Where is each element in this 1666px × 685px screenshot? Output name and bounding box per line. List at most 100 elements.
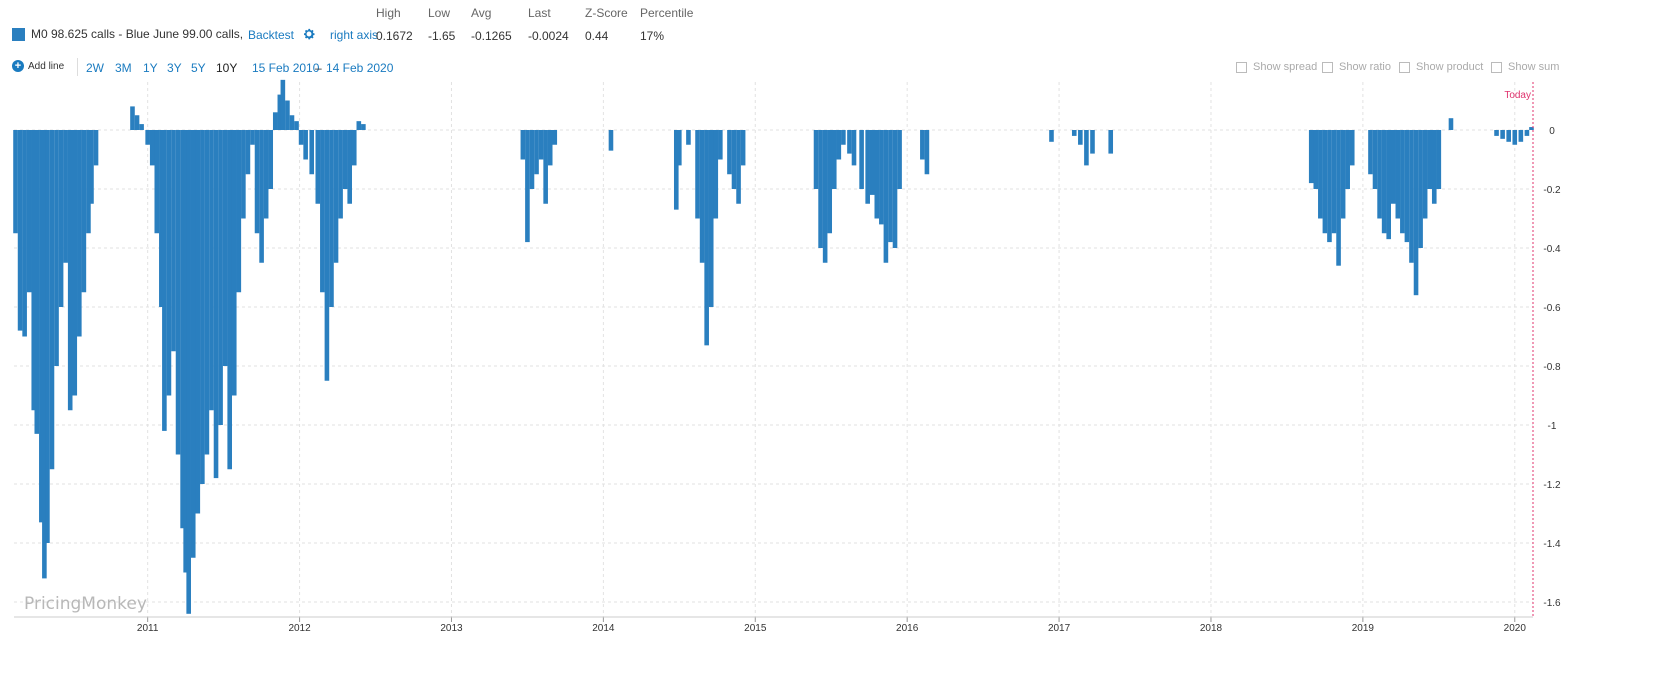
chart-bar bbox=[1381, 130, 1387, 234]
chart-bar bbox=[186, 130, 191, 614]
stat-high-value: 0.1672 bbox=[376, 29, 413, 43]
chart-bar bbox=[713, 130, 719, 219]
backtest-link[interactable]: Backtest bbox=[248, 28, 295, 42]
chart-bar bbox=[1308, 130, 1314, 184]
chart-bar bbox=[851, 130, 857, 166]
chart-bar bbox=[1390, 130, 1396, 204]
chart-bar bbox=[865, 130, 870, 204]
axes: 0 -0.2 -0.4 -0.6 -0.8 -1 -1.2 -1.4 -1.6 2011 2012 2… bbox=[14, 82, 1561, 634]
chart-bar bbox=[72, 130, 78, 396]
chart-bar bbox=[888, 130, 893, 243]
stat-last-value: -0.0024 bbox=[528, 29, 569, 43]
show-product-checkbox[interactable]: Show product bbox=[1399, 61, 1483, 73]
chart-bar bbox=[333, 130, 339, 263]
add-line-button[interactable]: + Add line bbox=[12, 60, 64, 72]
chart-bar bbox=[859, 130, 864, 189]
range-3y[interactable]: 3Y bbox=[167, 61, 182, 75]
show-ratio-checkbox[interactable]: Show ratio bbox=[1322, 61, 1391, 73]
show-spread-checkbox[interactable]: Show spread bbox=[1236, 61, 1317, 73]
chart-bar bbox=[154, 130, 160, 234]
chart-bar bbox=[879, 130, 884, 225]
chart-bar bbox=[1409, 130, 1414, 263]
range-10y[interactable]: 10Y bbox=[216, 61, 238, 75]
chart-bar bbox=[272, 112, 278, 130]
chart-bar bbox=[1336, 130, 1341, 266]
chart-bar bbox=[231, 130, 237, 396]
chart-bar bbox=[54, 130, 59, 366]
chart-bar bbox=[250, 130, 255, 145]
chart-bar bbox=[303, 130, 308, 160]
chart-bar bbox=[294, 121, 299, 130]
chart-bar bbox=[17, 130, 23, 331]
right-axis-link[interactable]: right axis bbox=[330, 28, 379, 42]
chart-bar bbox=[1386, 130, 1391, 240]
chart-bar bbox=[134, 115, 140, 130]
chart-bar bbox=[222, 130, 228, 366]
chart-bar bbox=[1084, 130, 1089, 166]
chart-bar bbox=[342, 130, 348, 189]
chart-bar bbox=[195, 130, 201, 514]
checkbox-icon bbox=[1399, 61, 1410, 73]
series-color-swatch bbox=[12, 27, 25, 41]
range-2w[interactable]: 2W bbox=[86, 61, 104, 75]
chart-bar bbox=[727, 130, 732, 175]
checkbox-icon bbox=[1322, 61, 1333, 73]
chart-bar bbox=[190, 130, 196, 558]
chart-bar bbox=[695, 130, 700, 219]
chart-bar bbox=[718, 130, 723, 160]
chart-bar bbox=[924, 130, 930, 175]
chart-bar bbox=[213, 130, 219, 479]
chart-bar bbox=[227, 130, 232, 470]
date-to[interactable]: 14 Feb 2020 bbox=[326, 61, 394, 75]
stat-percentile-label: Percentile bbox=[640, 6, 694, 20]
toolbar-divider bbox=[77, 58, 78, 76]
chart-toolbar: + Add line 2W 3M 1Y 3Y 5Y 10Y 15 Feb 201… bbox=[0, 56, 1666, 80]
show-sum-checkbox[interactable]: Show sum bbox=[1491, 61, 1559, 73]
x-tick-label: 2020 bbox=[1504, 623, 1527, 634]
date-from[interactable]: 15 Feb 2010 bbox=[252, 61, 320, 75]
stat-last-label: Last bbox=[528, 6, 551, 20]
chart-bar bbox=[841, 130, 846, 145]
chart-bar bbox=[1506, 130, 1511, 142]
chart-bar bbox=[81, 130, 87, 293]
chart-bar bbox=[847, 130, 852, 154]
y-tick-label: -1.6 bbox=[1543, 598, 1561, 609]
chart-bar bbox=[1322, 130, 1328, 234]
y-tick-label: -0.2 bbox=[1543, 185, 1561, 196]
chart-bar bbox=[13, 130, 18, 234]
chart-bar bbox=[89, 130, 94, 204]
chart-bar bbox=[351, 130, 357, 166]
range-5y[interactable]: 5Y bbox=[191, 61, 206, 75]
chart-bar bbox=[869, 130, 875, 195]
chart-bar bbox=[166, 130, 172, 396]
chart-bar bbox=[324, 130, 330, 381]
chart-bar bbox=[1372, 130, 1378, 189]
y-tick-label: -0.6 bbox=[1543, 303, 1561, 314]
stat-zscore-label: Z-Score bbox=[585, 6, 628, 20]
chart-bar bbox=[1090, 130, 1095, 154]
chart-bar bbox=[1418, 130, 1423, 248]
series-legend[interactable]: M0 98.625 calls - Blue June 99.00 calls, bbox=[12, 27, 243, 41]
chart-bar bbox=[1377, 130, 1382, 219]
chart-bar bbox=[45, 130, 50, 543]
chart-bar bbox=[67, 130, 73, 411]
range-1y[interactable]: 1Y bbox=[143, 61, 158, 75]
chart-bar bbox=[699, 130, 705, 263]
chart-bar bbox=[1078, 130, 1083, 145]
chart-bar bbox=[22, 130, 27, 337]
stat-avg-value: -0.1265 bbox=[471, 29, 512, 43]
watermark-text: PricingMonkey bbox=[24, 594, 147, 614]
bar-series bbox=[13, 79, 1534, 614]
range-3m[interactable]: 3M bbox=[115, 61, 132, 75]
chart-bar bbox=[77, 130, 82, 337]
gear-icon[interactable] bbox=[302, 27, 316, 41]
chart-bar bbox=[209, 130, 214, 411]
x-tick-label: 2013 bbox=[440, 623, 463, 634]
chart-bar bbox=[822, 130, 828, 263]
chart-bar bbox=[338, 130, 343, 219]
chart-bar bbox=[298, 130, 304, 145]
chart-bar bbox=[1494, 130, 1499, 136]
chart-bar bbox=[171, 130, 176, 352]
chart-bar bbox=[836, 130, 842, 160]
